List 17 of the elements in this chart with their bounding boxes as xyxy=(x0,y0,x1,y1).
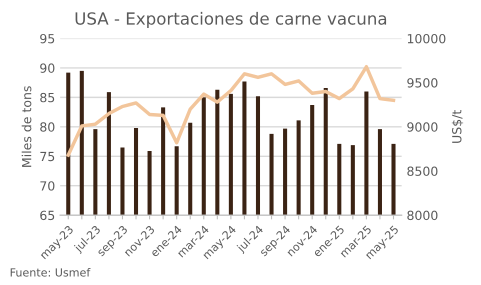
y-tick-label: 75 xyxy=(40,152,54,162)
chart-title: USA - Exportaciones de carne vacuna xyxy=(76,12,386,28)
source-note: Fuente: Usmef xyxy=(10,268,90,277)
y2-tick-label: 9000 xyxy=(407,122,438,132)
y-tick-label: 90 xyxy=(40,63,54,73)
y-tick-label: 95 xyxy=(40,34,54,44)
line-series xyxy=(66,65,396,157)
y2-tick-label: 9500 xyxy=(407,78,438,88)
y-axis-title: Miles de tons xyxy=(22,86,32,167)
y-tick-label: 80 xyxy=(40,122,54,132)
y2-tick-label: 8000 xyxy=(407,210,438,220)
y2-axis-title: US$/t xyxy=(452,110,464,143)
y-tick-label: 85 xyxy=(40,92,54,102)
y-tick-label: 70 xyxy=(40,181,54,191)
y2-tick-label: 10000 xyxy=(408,34,446,44)
y-tick-label: 65 xyxy=(40,210,54,220)
y2-tick-label: 8500 xyxy=(407,166,438,176)
